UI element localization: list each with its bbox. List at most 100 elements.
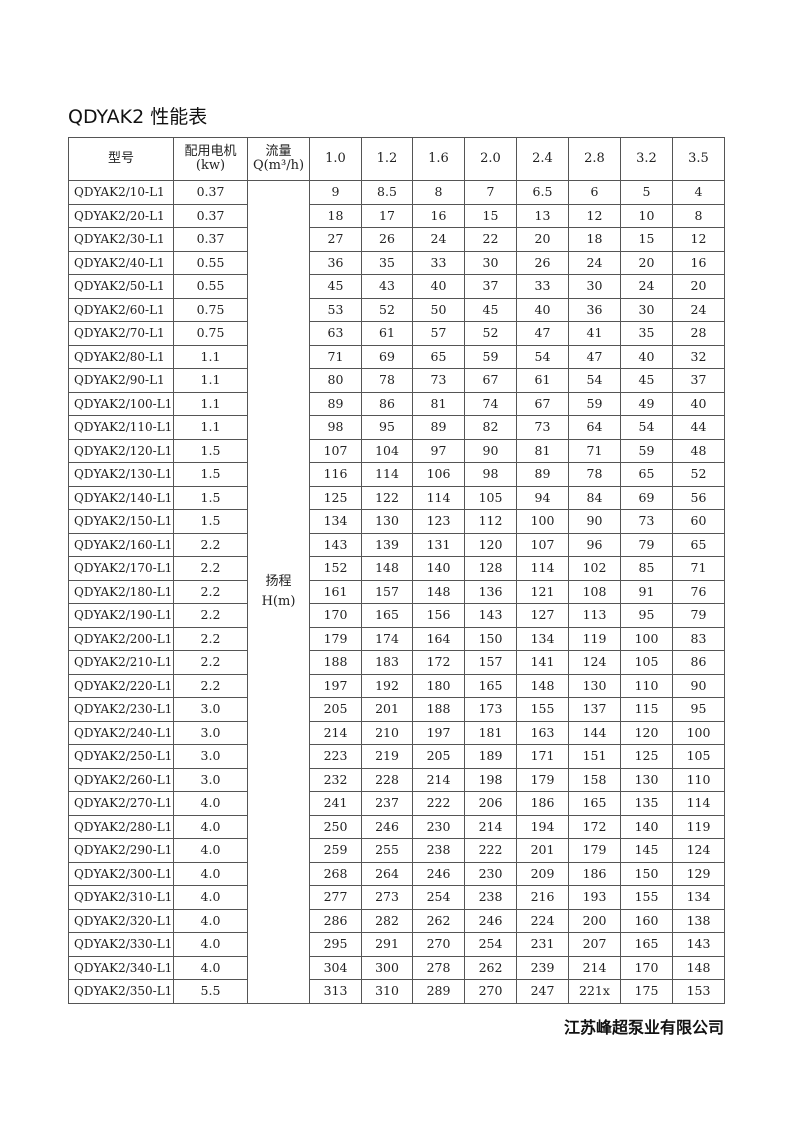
model-cell: QDYAK2/30-L1: [68, 227, 174, 252]
model-cell: QDYAK2/180-L1: [68, 579, 174, 604]
head-value-cell: 15: [464, 203, 517, 228]
head-value-cell: 155: [516, 697, 569, 722]
model-cell: QDYAK2/310-L1: [68, 885, 174, 910]
head-value-cell: 246: [464, 908, 517, 933]
head-value-cell: 30: [464, 250, 517, 275]
head-value-cell: 175: [620, 979, 673, 1004]
head-value-cell: 8: [412, 180, 465, 205]
head-value-cell: 8: [672, 203, 725, 228]
head-value-cell: 47: [568, 344, 621, 369]
head-value-cell: 121: [516, 579, 569, 604]
head-value-cell: 165: [464, 673, 517, 698]
head-value-cell: 119: [568, 626, 621, 651]
head-value-cell: 114: [672, 791, 725, 816]
motor-power-cell: 1.5: [173, 485, 248, 510]
head-value-cell: 91: [620, 579, 673, 604]
model-cell: QDYAK2/70-L1: [68, 321, 174, 346]
head-value-cell: 216: [516, 885, 569, 910]
table-row: QDYAK2/200-L1 2.2 179 174 164 150 134 119 100 83: [68, 626, 725, 651]
head-value-cell: 20: [620, 250, 673, 275]
head-value-cell: 78: [361, 368, 413, 393]
head-value-cell: 57: [412, 321, 465, 346]
head-value-cell: 114: [516, 556, 569, 581]
head-value-cell: 264: [361, 861, 413, 886]
head-value-cell: 33: [412, 250, 465, 275]
head-value-cell: 130: [568, 673, 621, 698]
head-value-cell: 134: [672, 885, 725, 910]
head-value-cell: 214: [309, 720, 362, 745]
head-value-cell: 254: [464, 932, 517, 957]
head-value-cell: 16: [412, 203, 465, 228]
motor-power-cell: 4.0: [173, 791, 248, 816]
motor-power-cell: 0.37: [173, 180, 248, 205]
head-value-cell: 36: [568, 297, 621, 322]
head-value-cell: 231: [516, 932, 569, 957]
head-value-cell: 114: [361, 462, 413, 487]
head-value-cell: 197: [309, 673, 362, 698]
model-cell: QDYAK2/300-L1: [68, 861, 174, 886]
motor-power-cell: 2.2: [173, 673, 248, 698]
head-value-cell: 197: [412, 720, 465, 745]
model-cell: QDYAK2/120-L1: [68, 438, 174, 463]
model-cell: QDYAK2/200-L1: [68, 626, 174, 651]
model-cell: QDYAK2/340-L1: [68, 955, 174, 980]
head-value-cell: 222: [464, 838, 517, 863]
head-value-cell: 86: [361, 391, 413, 416]
head-value-cell: 223: [309, 744, 362, 769]
motor-power-cell: 3.0: [173, 720, 248, 745]
table-row: QDYAK2/250-L1 3.0 223 219 205 189 171 151 125 105: [68, 744, 725, 769]
table-row: QDYAK2/50-L1 0.55 45 43 40 37 33 30 24 20: [68, 274, 725, 299]
head-value-cell: 262: [412, 908, 465, 933]
head-value-cell: 139: [361, 532, 413, 557]
head-value-cell: 224: [516, 908, 569, 933]
head-value-cell: 40: [412, 274, 465, 299]
head-value-cell: 17: [361, 203, 413, 228]
head-value-cell: 8.5: [361, 180, 413, 205]
head-value-cell: 67: [516, 391, 569, 416]
head-value-cell: 188: [309, 650, 362, 675]
head-value-cell: 246: [412, 861, 465, 886]
head-value-cell: 148: [516, 673, 569, 698]
head-value-cell: 136: [464, 579, 517, 604]
head-value-cell: 313: [309, 979, 362, 1004]
performance-table: 型号 配用电机 (kw) 流量 Q(m³/h) 1.0 1.2 1.6 2.0 2.4 2.8…: [68, 137, 725, 1004]
model-cell: QDYAK2/110-L1: [68, 415, 174, 440]
head-value-cell: 158: [568, 767, 621, 792]
head-value-cell: 24: [568, 250, 621, 275]
table-row: QDYAK2/270-L1 4.0 241 237 222 206 186 165 135 114: [68, 791, 725, 816]
head-value-cell: 9: [309, 180, 362, 205]
head-value-cell: 268: [309, 861, 362, 886]
head-value-cell: 254: [412, 885, 465, 910]
motor-power-cell: 0.37: [173, 203, 248, 228]
head-value-cell: 194: [516, 814, 569, 839]
head-value-cell: 84: [568, 485, 621, 510]
head-value-cell: 105: [620, 650, 673, 675]
head-value-cell: 37: [464, 274, 517, 299]
motor-power-cell: 2.2: [173, 650, 248, 675]
head-value-cell: 53: [309, 297, 362, 322]
table-row: QDYAK2/350-L1 5.5 313 310 289 270 247 221x 175 15…: [68, 979, 725, 1004]
head-value-cell: 295: [309, 932, 362, 957]
head-value-cell: 12: [672, 227, 725, 252]
head-value-cell: 56: [672, 485, 725, 510]
model-cell: QDYAK2/210-L1: [68, 650, 174, 675]
motor-power-cell: 1.1: [173, 368, 248, 393]
head-value-cell: 160: [620, 908, 673, 933]
page-title: QDYAK2 性能表: [68, 106, 208, 128]
head-value-cell: 33: [516, 274, 569, 299]
head-value-cell: 79: [620, 532, 673, 557]
header-flow-value: 2.0: [464, 137, 517, 181]
head-value-cell: 18: [568, 227, 621, 252]
head-value-cell: 122: [361, 485, 413, 510]
head-value-cell: 95: [361, 415, 413, 440]
head-value-cell: 201: [361, 697, 413, 722]
head-value-cell: 124: [672, 838, 725, 863]
head-value-cell: 144: [568, 720, 621, 745]
head-value-cell: 69: [620, 485, 673, 510]
head-value-cell: 222: [412, 791, 465, 816]
head-value-cell: 163: [516, 720, 569, 745]
head-value-cell: 270: [464, 979, 517, 1004]
head-value-cell: 5: [620, 180, 673, 205]
head-value-cell: 83: [672, 626, 725, 651]
head-value-cell: 246: [361, 814, 413, 839]
